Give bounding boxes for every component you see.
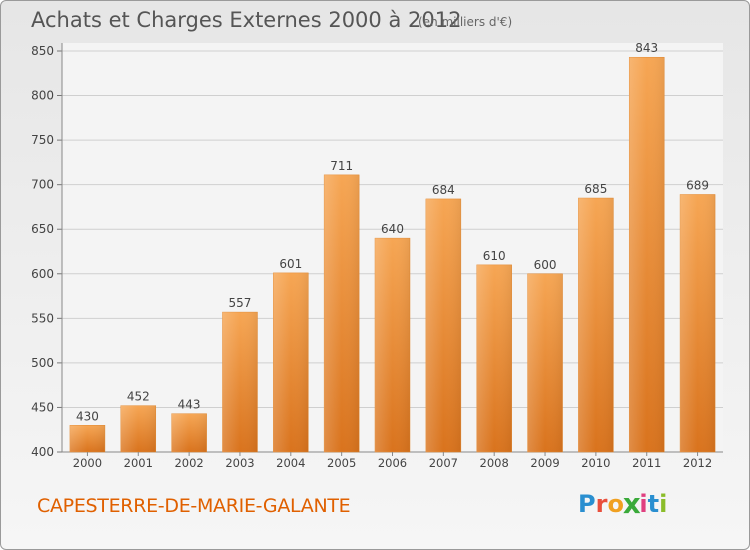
bar-value-label: 843 xyxy=(635,41,658,55)
y-tick-label: 500 xyxy=(31,356,54,370)
bar-value-label: 640 xyxy=(381,222,404,236)
bar-value-label: 685 xyxy=(584,182,607,196)
proxiti-logo[interactable]: Proxiti xyxy=(578,487,668,521)
y-tick-label: 550 xyxy=(31,311,54,325)
bar-value-label: 430 xyxy=(76,409,99,423)
bar-shine xyxy=(222,312,258,452)
chart-title: Achats et Charges Externes 2000 à 2012 xyxy=(31,8,462,32)
logo-letter: i xyxy=(659,490,668,518)
x-tick-label: 2007 xyxy=(429,456,458,470)
y-tick-label: 600 xyxy=(31,267,54,281)
logo-letter: x xyxy=(622,487,641,521)
bar-shine xyxy=(629,57,665,452)
bar-shine xyxy=(680,194,716,453)
y-tick-label: 700 xyxy=(31,178,54,192)
x-tick-label: 2005 xyxy=(327,456,356,470)
x-tick-label: 2000 xyxy=(73,456,102,470)
logo-letter: P xyxy=(578,490,596,518)
y-tick-label: 750 xyxy=(31,133,54,147)
x-tick-label: 2010 xyxy=(581,456,610,470)
y-tick-label: 650 xyxy=(31,222,54,236)
x-tick-label: 2003 xyxy=(225,456,254,470)
y-tick-label: 800 xyxy=(31,89,54,103)
x-tick-label: 2004 xyxy=(276,456,305,470)
x-tick-label: 2006 xyxy=(378,456,407,470)
bar-value-label: 443 xyxy=(178,398,201,412)
bar-shine xyxy=(578,198,614,452)
bar-value-label: 684 xyxy=(432,183,455,197)
logo-letter: t xyxy=(647,490,660,518)
bar-shine xyxy=(527,273,563,452)
bar-shine xyxy=(375,238,410,452)
x-tick-label: 2002 xyxy=(174,456,203,470)
bar-value-label: 610 xyxy=(483,249,506,263)
x-tick-label: 2009 xyxy=(530,456,559,470)
logo-letter: i xyxy=(639,490,648,518)
y-tick-label: 850 xyxy=(31,44,54,58)
chart-subtitle: (en milliers d'€) xyxy=(418,15,513,29)
y-tick-label: 450 xyxy=(31,400,54,414)
bar-value-label: 711 xyxy=(330,159,353,173)
bar-value-label: 452 xyxy=(127,390,150,404)
commune-name: CAPESTERRE-DE-MARIE-GALANTE xyxy=(37,495,351,517)
x-tick-label: 2001 xyxy=(124,456,153,470)
bar-value-label: 557 xyxy=(229,296,252,310)
x-tick-label: 2008 xyxy=(480,456,509,470)
y-tick-label: 400 xyxy=(31,445,54,459)
x-tick-label: 2012 xyxy=(683,456,712,470)
bar-shine xyxy=(171,413,207,452)
logo-letter: r xyxy=(595,490,608,518)
bar-shine xyxy=(425,198,461,452)
bar-shine xyxy=(273,272,309,452)
bar-shine xyxy=(69,425,105,452)
bar-shine xyxy=(324,174,360,452)
bar-shine xyxy=(476,264,512,452)
bar-value-label: 689 xyxy=(686,178,709,192)
x-tick-label: 2011 xyxy=(632,456,661,470)
logo-letter: o xyxy=(607,490,624,518)
bar-value-label: 601 xyxy=(279,257,302,271)
bar-value-label: 600 xyxy=(534,258,557,272)
bar-shine xyxy=(120,405,156,452)
